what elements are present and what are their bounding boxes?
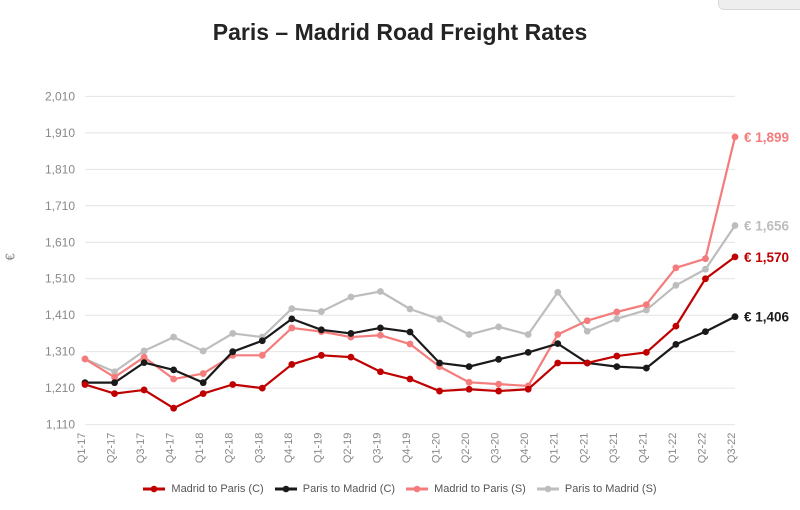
svg-text:Q4-20: Q4-20 bbox=[519, 433, 531, 464]
svg-text:1,610: 1,610 bbox=[45, 235, 75, 249]
svg-text:Q3-20: Q3-20 bbox=[490, 433, 502, 464]
svg-text:1,510: 1,510 bbox=[45, 272, 75, 286]
svg-text:1,310: 1,310 bbox=[45, 345, 75, 359]
svg-text:Q1-19: Q1-19 bbox=[312, 433, 324, 464]
svg-text:1,210: 1,210 bbox=[45, 381, 75, 395]
svg-text:Q3-18: Q3-18 bbox=[253, 433, 265, 464]
svg-text:Q4-18: Q4-18 bbox=[283, 433, 295, 464]
svg-text:Q3-21: Q3-21 bbox=[608, 433, 620, 464]
svg-text:1,410: 1,410 bbox=[45, 308, 75, 322]
svg-text:€ 1,656: € 1,656 bbox=[744, 218, 790, 233]
svg-text:Q2-17: Q2-17 bbox=[106, 433, 118, 464]
svg-text:1,710: 1,710 bbox=[45, 199, 75, 213]
svg-text:2,010: 2,010 bbox=[45, 89, 75, 103]
svg-text:Q4-21: Q4-21 bbox=[637, 433, 649, 464]
svg-text:Q2-20: Q2-20 bbox=[460, 433, 472, 464]
svg-text:Q3-17: Q3-17 bbox=[135, 433, 147, 464]
svg-text:Q1-18: Q1-18 bbox=[194, 433, 206, 464]
svg-text:Q4-19: Q4-19 bbox=[401, 433, 413, 464]
svg-text:€ 1,570: € 1,570 bbox=[744, 250, 789, 265]
svg-text:Q1-22: Q1-22 bbox=[667, 433, 679, 464]
svg-text:€ 1,406: € 1,406 bbox=[744, 310, 790, 325]
svg-text:Q4-17: Q4-17 bbox=[165, 433, 177, 464]
svg-text:Q3-22: Q3-22 bbox=[726, 433, 738, 464]
svg-text:Q1-21: Q1-21 bbox=[549, 433, 561, 464]
svg-text:Q3-19: Q3-19 bbox=[371, 433, 383, 464]
svg-text:Q1-17: Q1-17 bbox=[76, 433, 88, 464]
svg-text:Q2-19: Q2-19 bbox=[342, 433, 354, 464]
svg-text:Q2-18: Q2-18 bbox=[224, 433, 236, 464]
svg-text:Q2-21: Q2-21 bbox=[578, 433, 590, 464]
svg-text:€ 1,899: € 1,899 bbox=[744, 130, 789, 145]
svg-text:Q2-22: Q2-22 bbox=[696, 433, 708, 464]
svg-text:1,810: 1,810 bbox=[45, 162, 75, 176]
svg-text:1,910: 1,910 bbox=[45, 126, 75, 140]
svg-text:1,110: 1,110 bbox=[46, 418, 75, 432]
svg-text:Q1-20: Q1-20 bbox=[431, 433, 443, 464]
